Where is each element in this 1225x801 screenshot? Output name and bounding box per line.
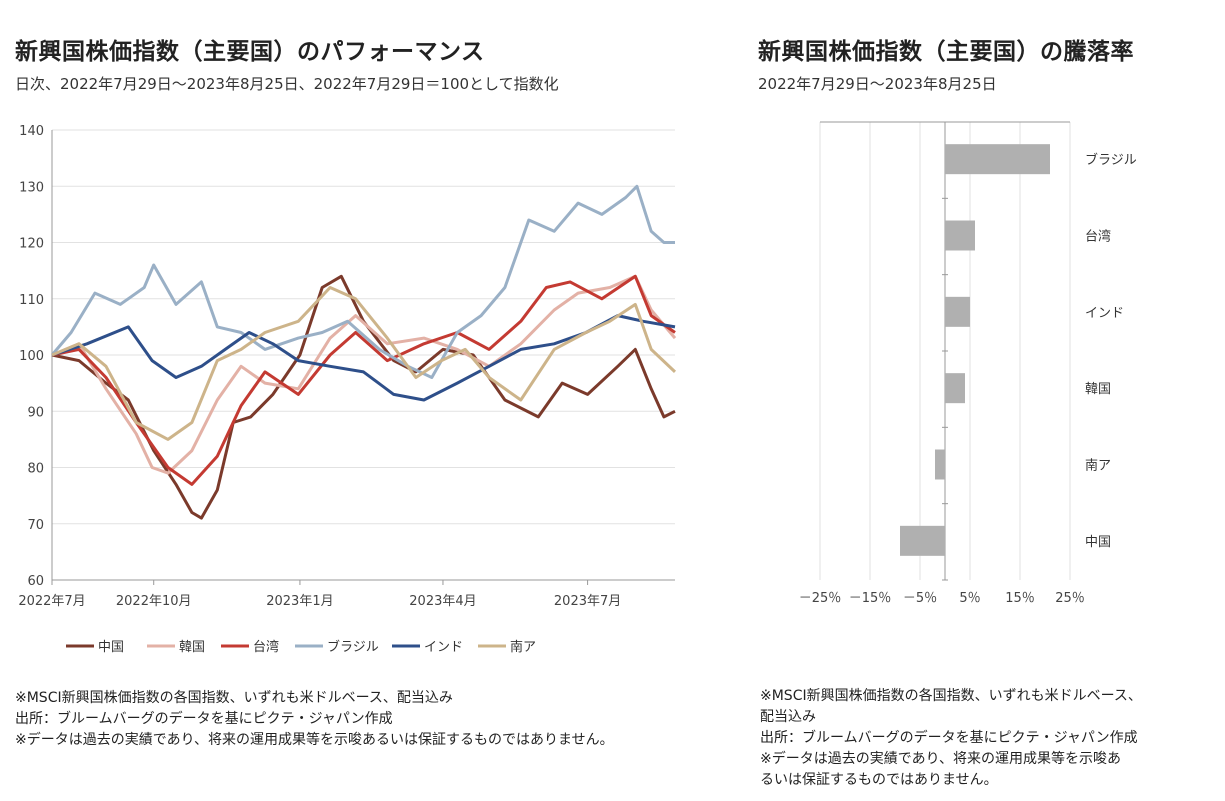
right-chart-title: 新興国株価指数（主要国）の騰落率: [758, 39, 1134, 65]
y-tick-label: 140: [19, 124, 44, 139]
legend-label-5: 南ア: [510, 639, 536, 655]
series-line-5: [51, 286, 677, 441]
left-chart-subtitle: 日次、2022年7月29日～2023年8月25日、2022年7月29日＝100と…: [15, 75, 559, 93]
bar-2: [945, 296, 970, 327]
x-tick-label: －5％: [903, 591, 937, 606]
right-note-1: ※MSCI新興国株価指数の各国指数、いずれも米ドルベース、: [760, 688, 1142, 704]
legend-label-1: 韓国: [179, 640, 205, 655]
legend-label-4: インド: [424, 640, 463, 655]
category-label-2: インド: [1085, 306, 1124, 321]
y-tick-label: 100: [19, 349, 44, 364]
y-tick-label: 90: [27, 405, 44, 420]
right-note-5: るいは保証するものではありません。: [760, 772, 998, 788]
bar-0: [945, 144, 1050, 175]
right-note-3: 出所：ブルームバーグのデータを基にピクテ・ジャパン作成: [760, 730, 1138, 746]
y-tick-label: 120: [19, 237, 44, 252]
series-line-1: [51, 274, 677, 475]
x-tick-label: 2023年1月: [266, 594, 333, 609]
line-chart: 60 70 80 90 100 110 120 130 140 2022年7月 2022年10月 20…: [18, 124, 677, 655]
series-line-3: [50, 184, 675, 379]
x-tick-label: －15％: [849, 591, 892, 606]
right-note-4: ※データは過去の実績であり、将来の運用成果等を示唆あ: [760, 751, 1122, 767]
category-label-5: 中国: [1085, 535, 1111, 550]
right-note-2: 配当込み: [760, 709, 816, 725]
right-chart-subtitle: 2022年7月29日～2023年8月25日: [758, 75, 997, 93]
legend-label-0: 中国: [98, 640, 124, 655]
left-chart-title: 新興国株価指数（主要国）のパフォーマンス: [15, 39, 485, 65]
y-tick-label: 110: [19, 293, 44, 308]
series-line-2: [51, 274, 676, 486]
x-tick-label: 2022年7月: [18, 594, 85, 609]
legend-label-2: 台湾: [253, 639, 279, 655]
left-note-2: 出所：ブルームバーグのデータを基にピクテ・ジャパン作成: [15, 711, 393, 727]
x-tick-label: 2022年10月: [116, 594, 192, 609]
category-label-1: 台湾: [1085, 229, 1111, 245]
x-tick-label: 15％: [1005, 591, 1035, 606]
category-label-3: 韓国: [1085, 382, 1111, 397]
y-tick-label: 80: [27, 462, 44, 477]
x-tick-label: 2023年4月: [409, 594, 476, 609]
bar-5: [900, 525, 945, 556]
y-tick-label: 60: [27, 574, 44, 589]
legend-label-3: ブラジル: [327, 639, 379, 655]
bar-4: [935, 449, 945, 480]
bar-1: [945, 220, 975, 251]
x-tick-label: 25％: [1055, 591, 1085, 606]
x-tick-label: －25％: [799, 591, 842, 606]
category-label-4: 南ア: [1085, 458, 1111, 474]
left-notes: ※MSCI新興国株価指数の各国指数、いずれも米ドルベース、配当込み 出所：ブルー…: [15, 688, 715, 751]
y-tick-label: 130: [19, 180, 44, 195]
category-label-0: ブラジル: [1085, 152, 1137, 168]
series-line-4: [51, 314, 676, 402]
series-line-0: [51, 274, 676, 520]
right-notes: ※MSCI新興国株価指数の各国指数、いずれも米ドルベース、 配当込み 出所：ブル…: [760, 686, 1220, 791]
left-note-1: ※MSCI新興国株価指数の各国指数、いずれも米ドルベース、配当込み: [15, 690, 453, 706]
x-tick-label: 2023年7月: [554, 594, 621, 609]
y-tick-label: 70: [27, 518, 44, 533]
x-tick-label: 5％: [959, 591, 980, 606]
bar-3: [945, 373, 965, 404]
left-note-3: ※データは過去の実績であり、将来の運用成果等を示唆あるいは保証するものではありま…: [15, 732, 614, 748]
